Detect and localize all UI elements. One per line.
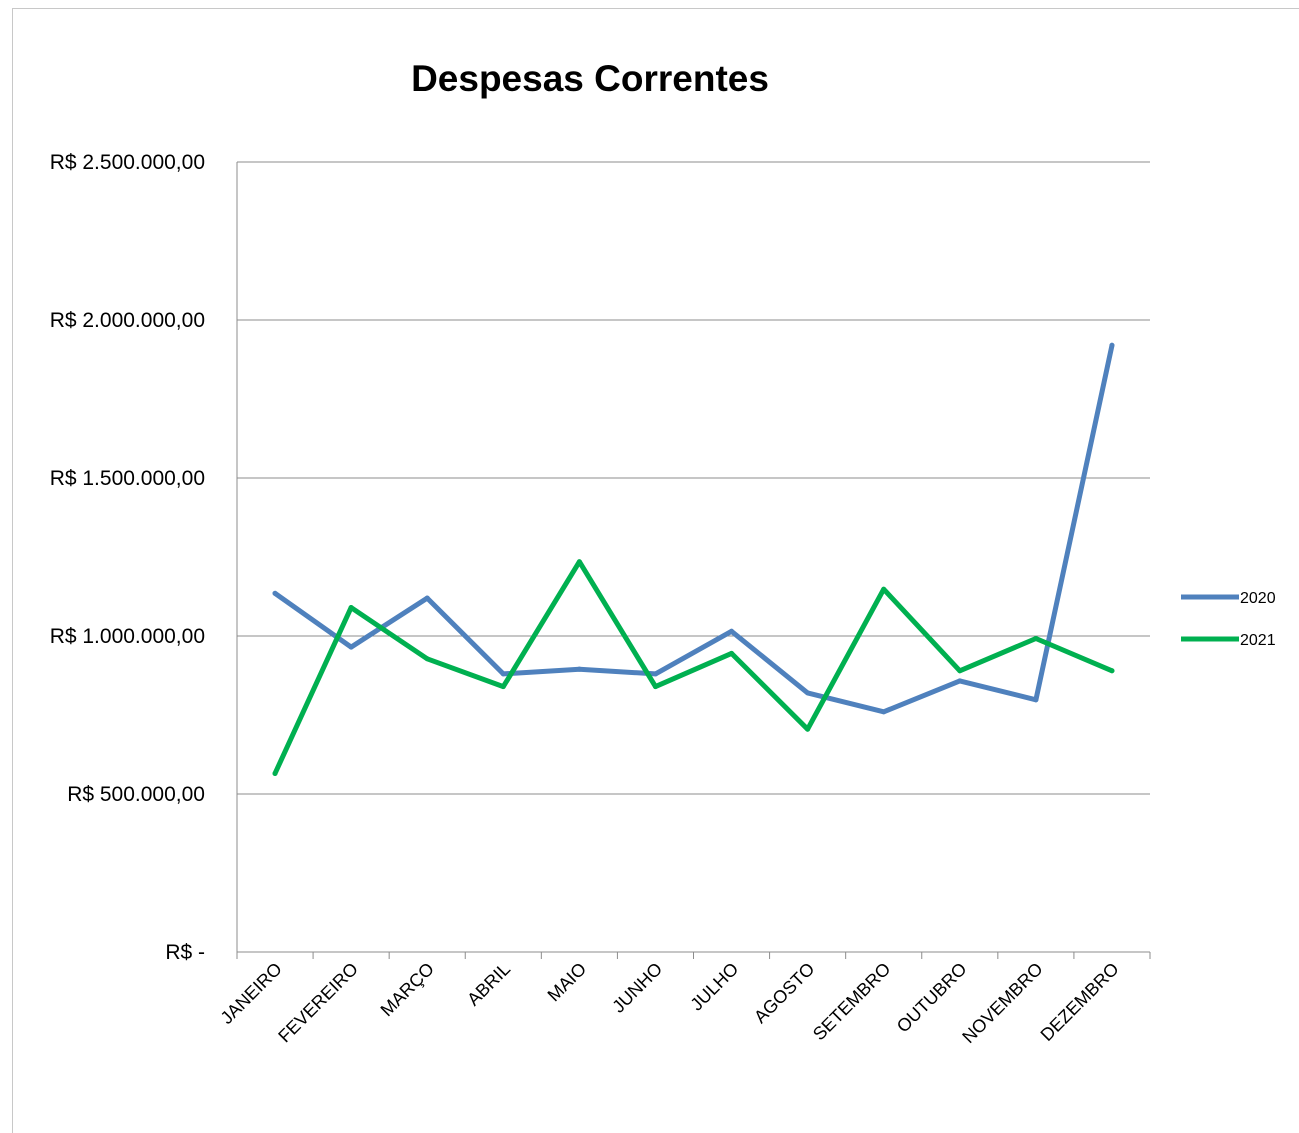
data-point xyxy=(576,666,582,672)
y-tick-label: R$ 1.000.000,00 xyxy=(50,625,205,648)
y-tick-label: R$ - xyxy=(165,941,205,964)
data-point xyxy=(1033,697,1039,703)
data-point xyxy=(729,650,735,656)
x-tick-label: OUTUBRO xyxy=(893,959,971,1037)
data-point xyxy=(500,671,506,677)
x-tick-label: AGOSTO xyxy=(750,959,818,1027)
y-tick-label: R$ 2.500.000,00 xyxy=(50,151,205,174)
data-point xyxy=(576,559,582,565)
data-point xyxy=(500,684,506,690)
data-point xyxy=(881,586,887,592)
data-point xyxy=(729,628,735,634)
data-point xyxy=(348,605,354,611)
x-tick-label: MARÇO xyxy=(377,959,439,1021)
data-point xyxy=(881,709,887,715)
data-point xyxy=(957,678,963,684)
data-point xyxy=(1109,668,1115,674)
data-point xyxy=(272,770,278,776)
series-lines xyxy=(272,342,1115,776)
legend: 2020 2021 xyxy=(1181,590,1276,649)
series-line-2021 xyxy=(272,559,1115,776)
legend-label: 2020 xyxy=(1240,590,1276,607)
data-point xyxy=(272,590,278,596)
x-tick-label: FEVEREIRO xyxy=(274,959,362,1047)
y-tick-label: R$ 500.000,00 xyxy=(67,783,205,806)
y-tick-label: R$ 1.500.000,00 xyxy=(50,467,205,490)
x-tick-label: JANEIRO xyxy=(217,959,286,1028)
data-point xyxy=(1033,636,1039,642)
data-point xyxy=(652,671,658,677)
data-point xyxy=(424,595,430,601)
data-point xyxy=(348,644,354,650)
data-point xyxy=(1109,342,1115,348)
data-point xyxy=(424,656,430,662)
x-tick-label: SETEMBRO xyxy=(809,959,895,1045)
gridlines xyxy=(237,161,1150,795)
y-axis-tick-labels: R$ - R$ 500.000,00 R$ 1.000.000,00 R$ 1.500… xyxy=(50,151,205,964)
x-tick-label: JUNHO xyxy=(608,959,666,1017)
chart-frame xyxy=(12,8,1299,1133)
data-point xyxy=(805,690,811,696)
data-point xyxy=(805,726,811,732)
data-point xyxy=(652,684,658,690)
legend-label: 2021 xyxy=(1240,632,1276,649)
x-tick-label: ABRIL xyxy=(463,959,514,1010)
x-tick-label: JULHO xyxy=(686,959,742,1015)
axes xyxy=(236,162,1151,959)
x-tick-label: MAIO xyxy=(544,959,591,1006)
x-tick-label: DEZEMBRO xyxy=(1037,959,1123,1045)
y-tick-label: R$ 2.000.000,00 xyxy=(50,309,205,332)
chart-title: Despesas Correntes xyxy=(411,58,769,99)
data-point xyxy=(957,668,963,674)
x-tick-label: NOVEMBRO xyxy=(958,959,1046,1047)
series-line-2020 xyxy=(272,342,1115,715)
